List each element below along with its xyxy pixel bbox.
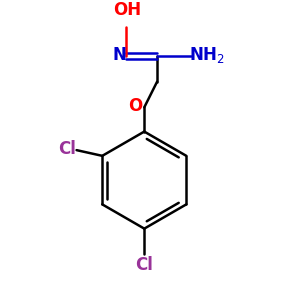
Text: Cl: Cl [135,256,153,274]
Text: OH: OH [113,1,141,19]
Text: Cl: Cl [58,140,76,158]
Text: NH$_2$: NH$_2$ [189,44,225,64]
Text: O: O [129,97,143,115]
Text: N: N [112,46,126,64]
